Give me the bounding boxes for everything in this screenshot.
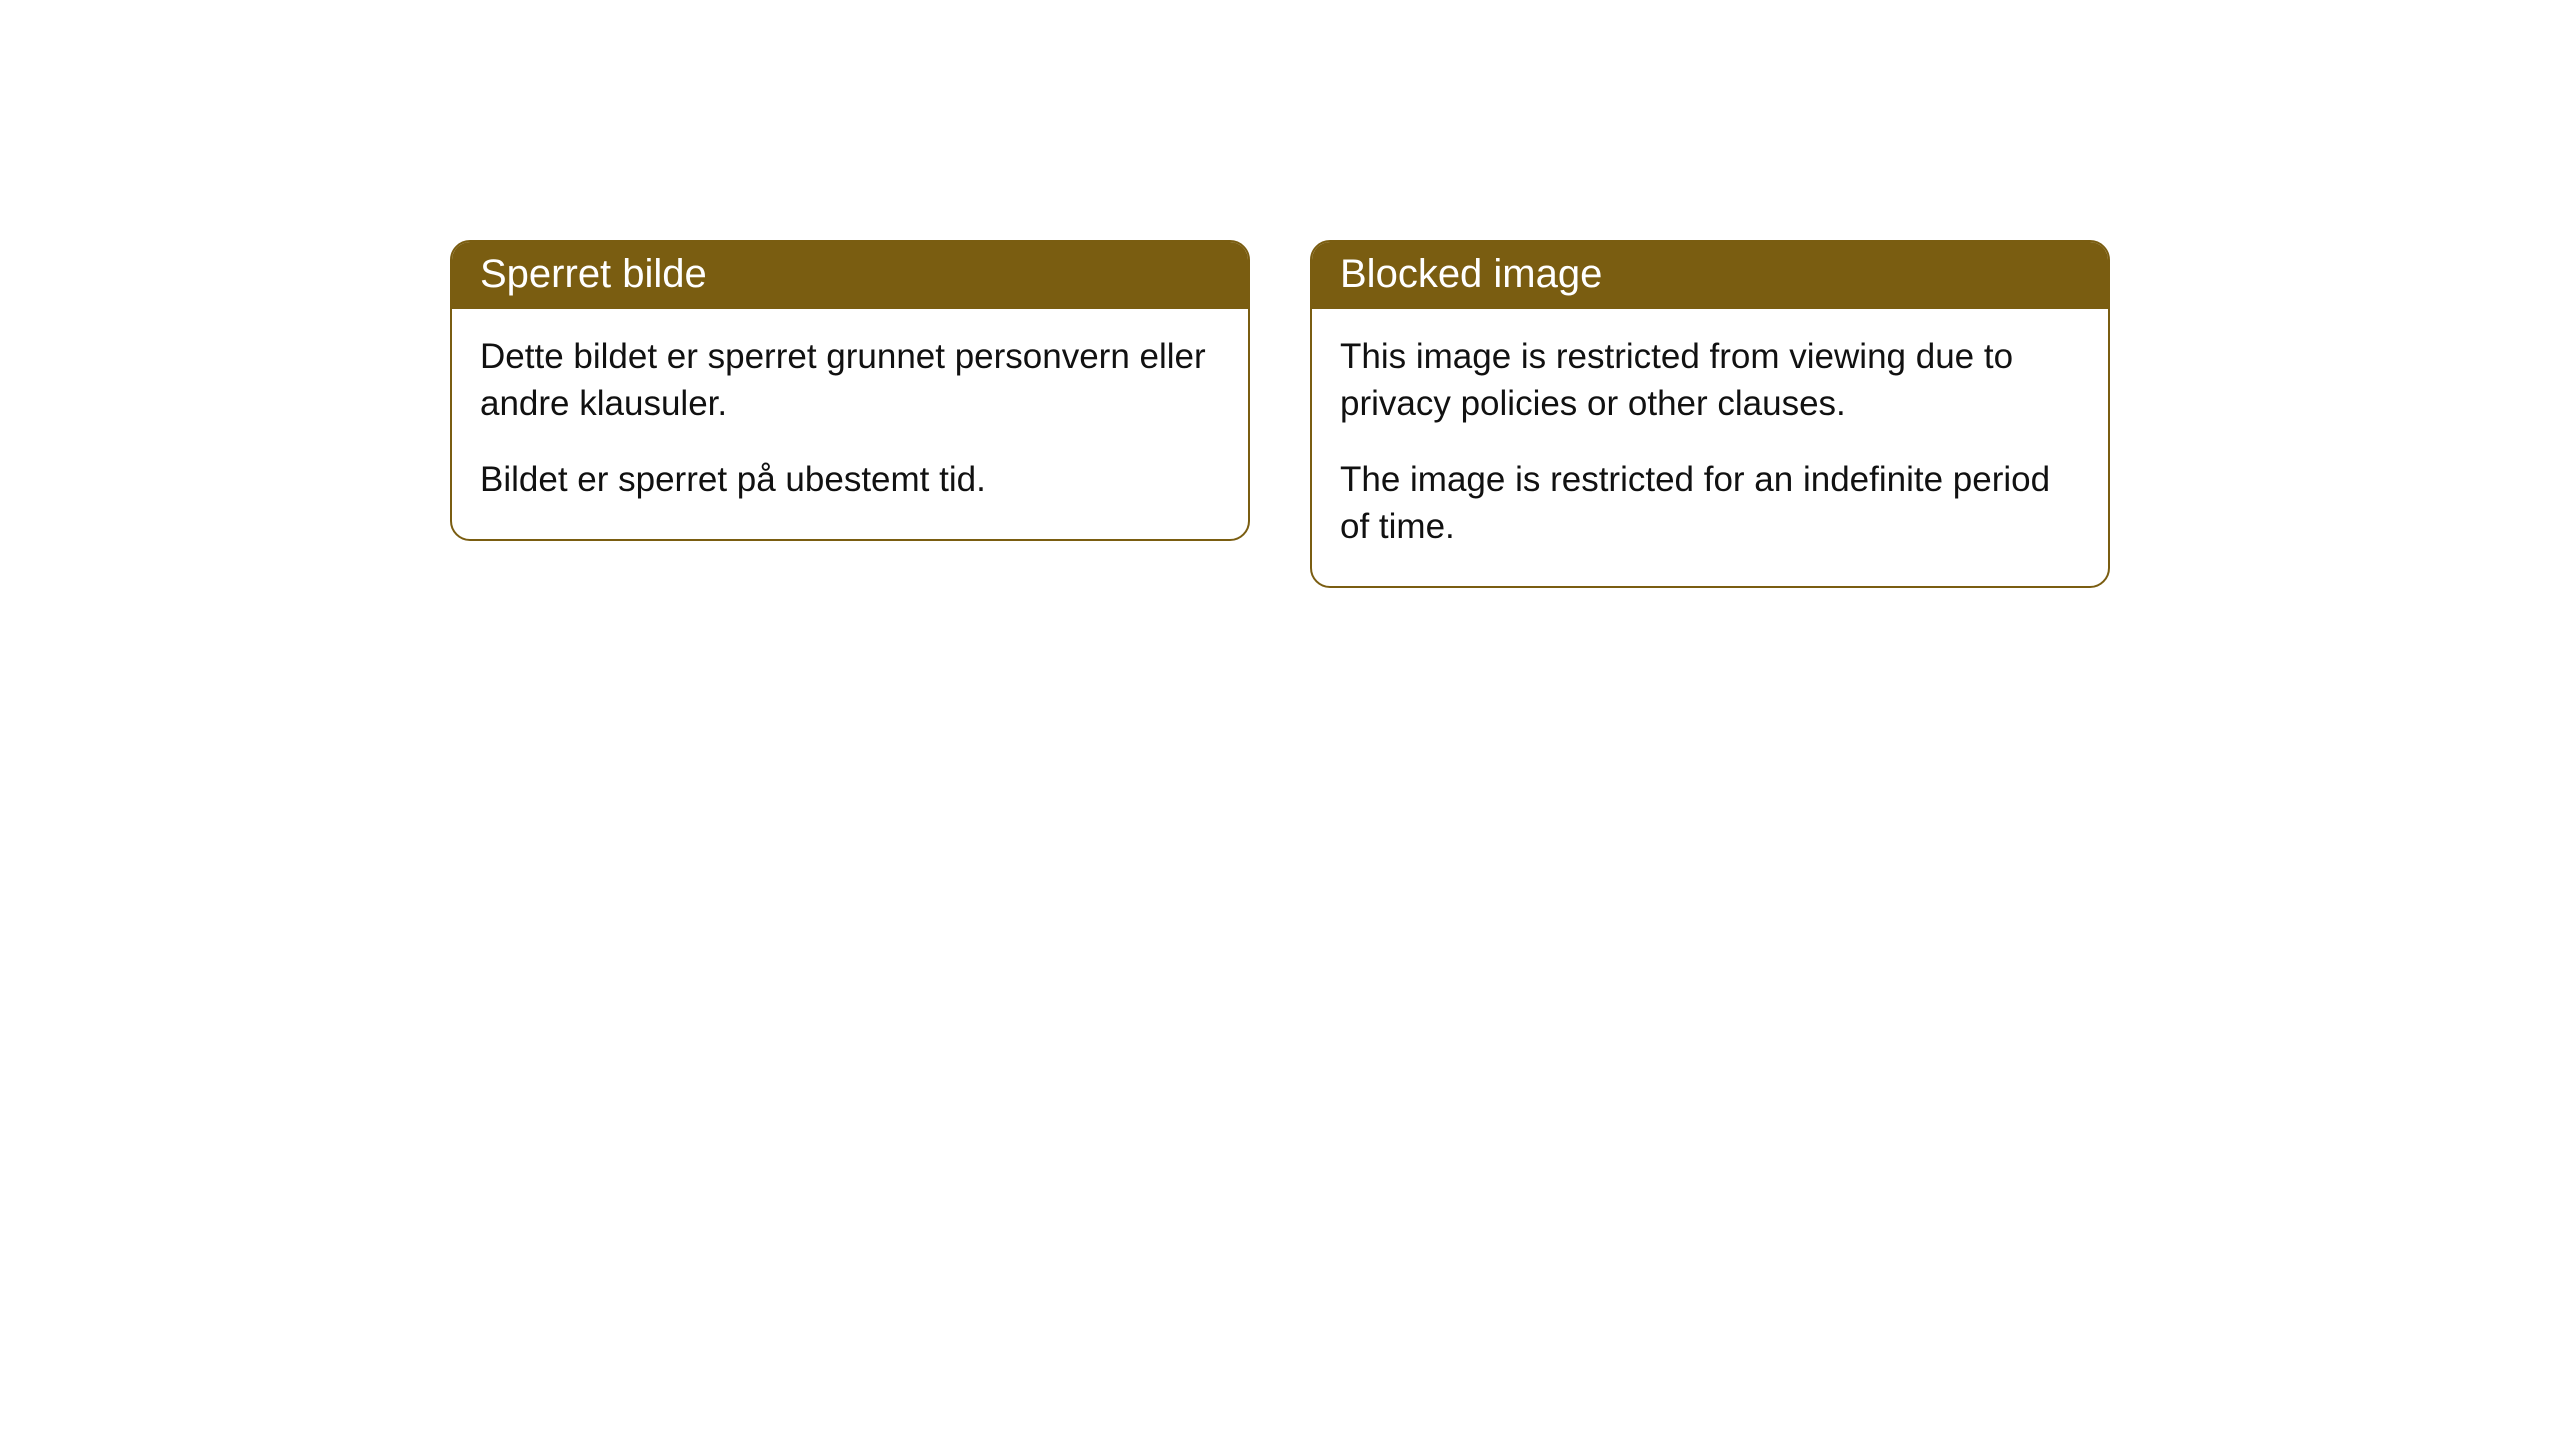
notice-header: Blocked image [1312, 242, 2108, 309]
notice-title: Sperret bilde [480, 252, 707, 296]
notice-paragraph: This image is restricted from viewing du… [1340, 333, 2080, 428]
notice-paragraph: Bildet er sperret på ubestemt tid. [480, 456, 1220, 503]
notice-title: Blocked image [1340, 252, 1602, 296]
notice-body: This image is restricted from viewing du… [1312, 309, 2108, 586]
notice-card-norwegian: Sperret bilde Dette bildet er sperret gr… [450, 240, 1250, 541]
notice-paragraph: The image is restricted for an indefinit… [1340, 456, 2080, 551]
notice-header: Sperret bilde [452, 242, 1248, 309]
notice-body: Dette bildet er sperret grunnet personve… [452, 309, 1248, 539]
notice-card-english: Blocked image This image is restricted f… [1310, 240, 2110, 588]
notice-paragraph: Dette bildet er sperret grunnet personve… [480, 333, 1220, 428]
